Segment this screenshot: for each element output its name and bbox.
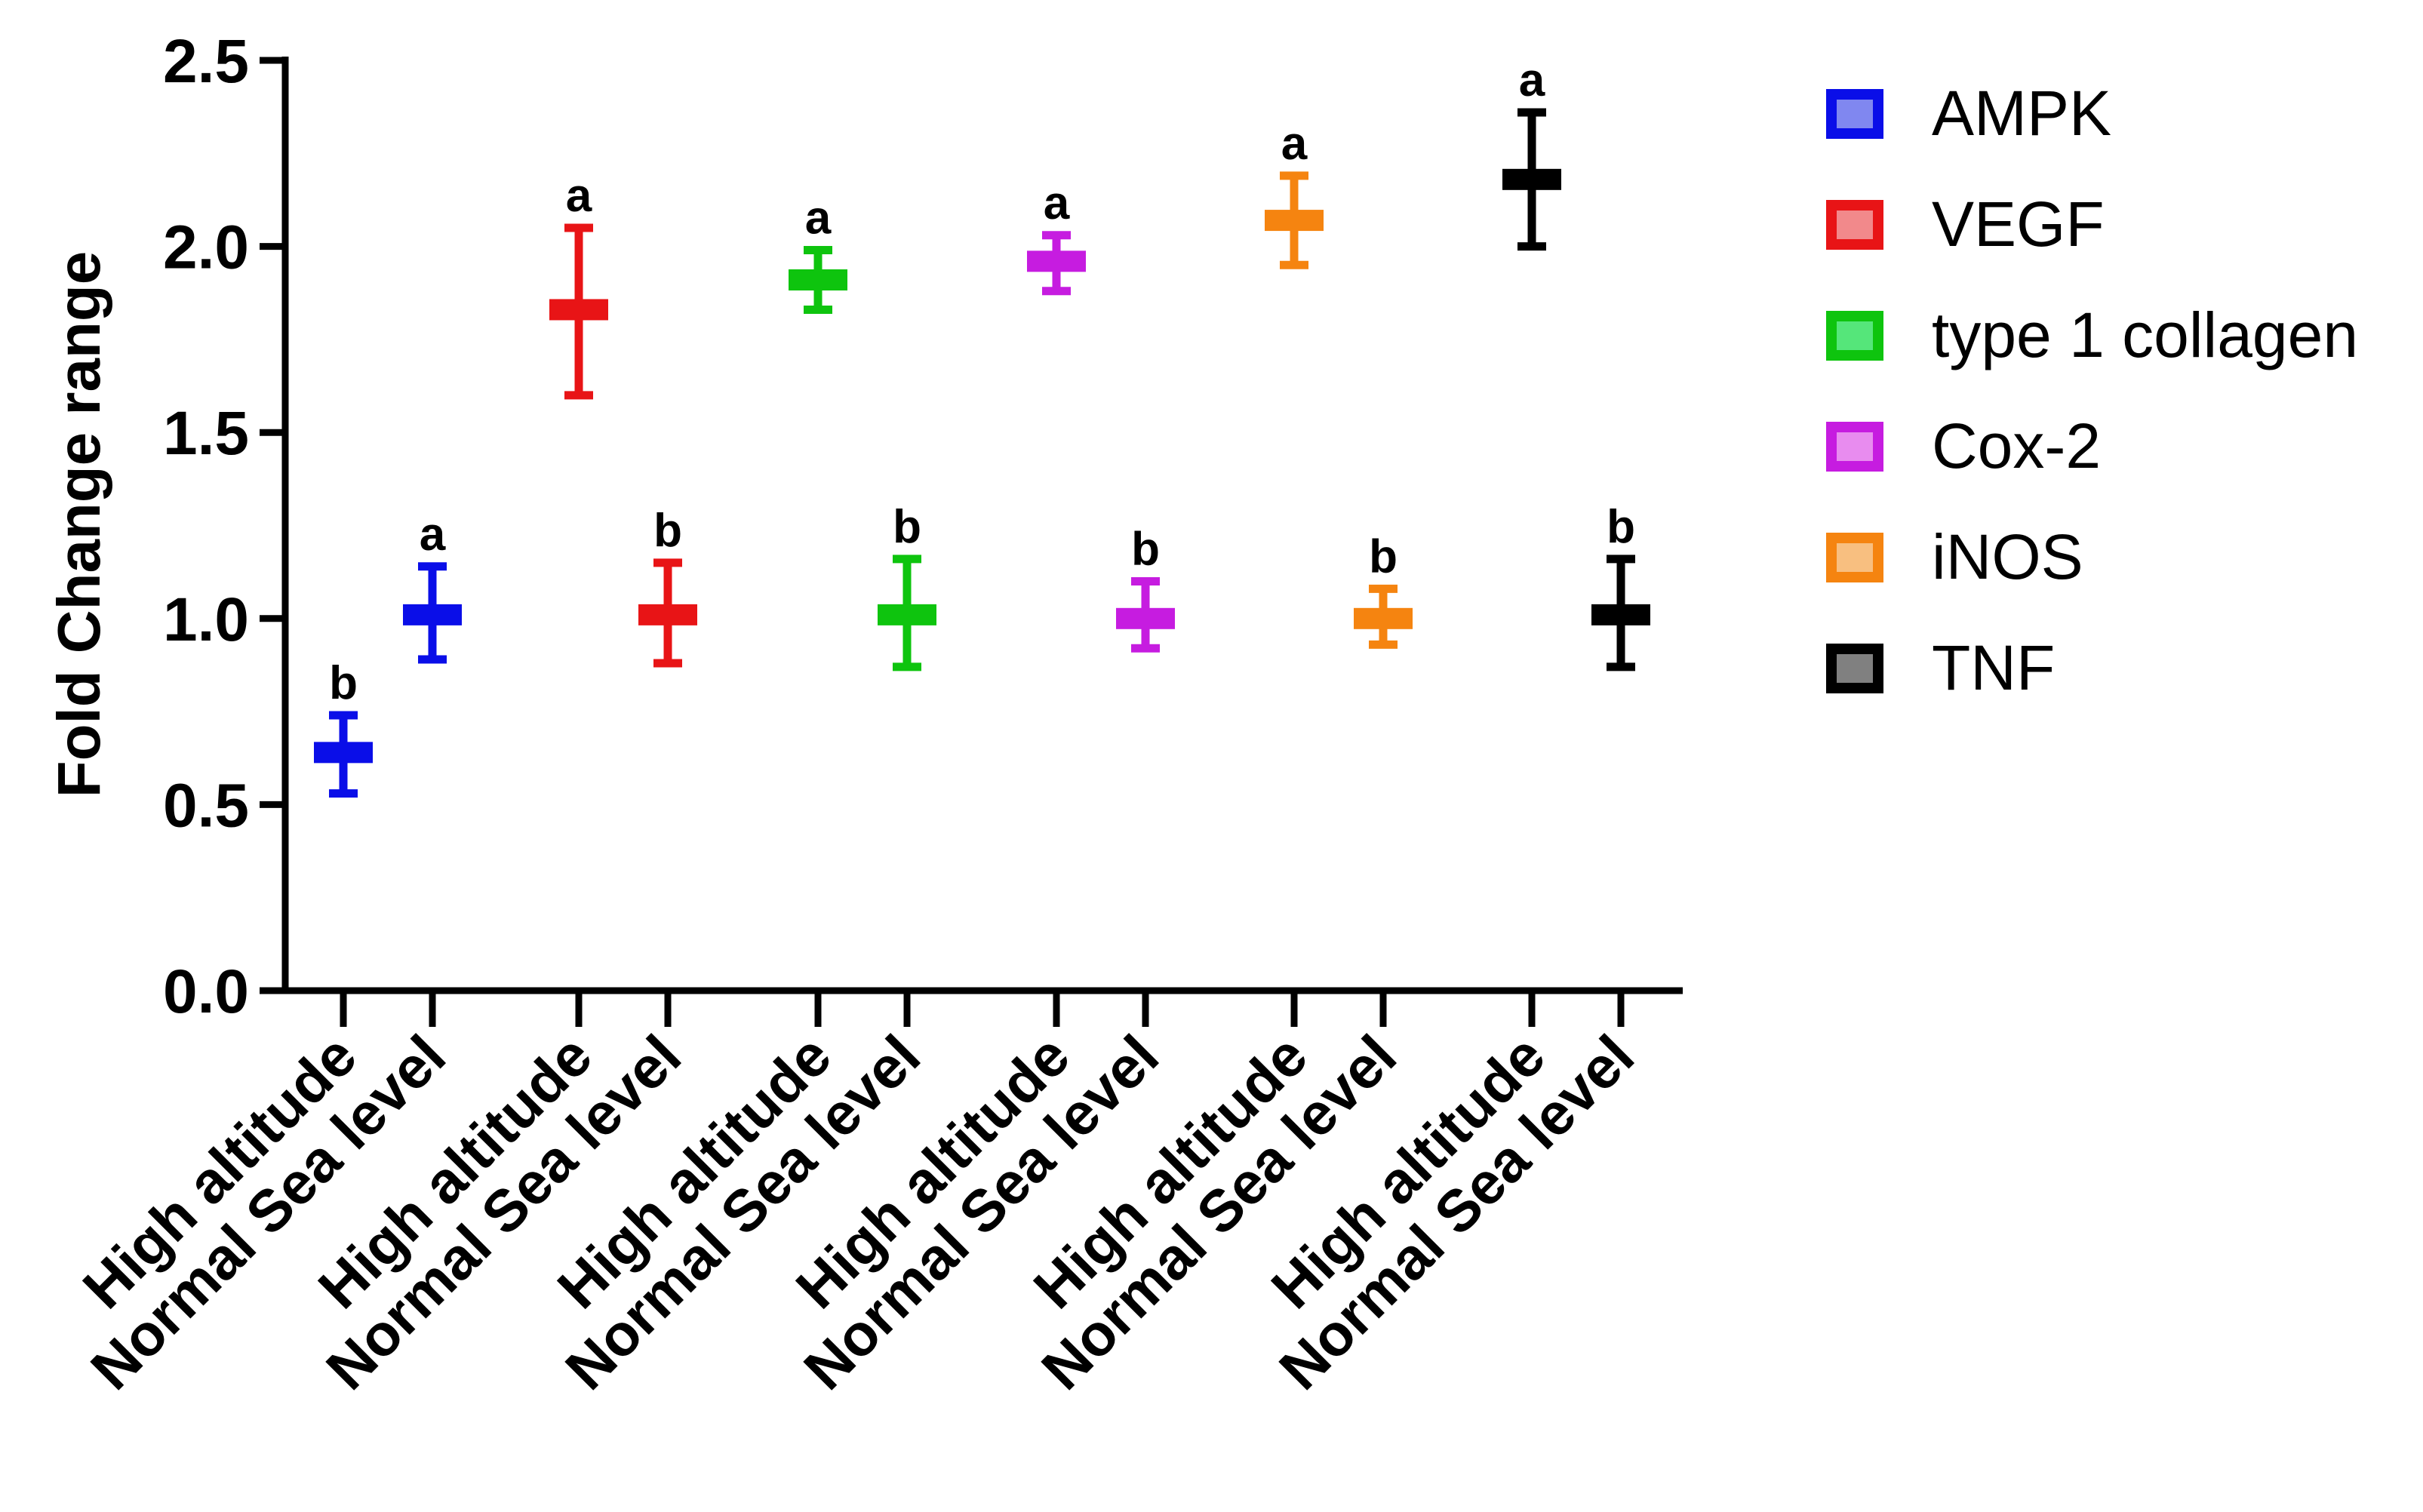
significance-letter: a <box>1281 118 1308 170</box>
legend-swatch <box>1826 89 1883 139</box>
legend-label: TNF <box>1932 632 2055 703</box>
legend-label: iNOS <box>1932 521 2083 592</box>
plot-area: b a a b a b a b a b a b <box>314 54 1650 798</box>
legend-label: Cox-2 <box>1932 410 2101 481</box>
legend-label: type 1 collagen <box>1932 300 2358 370</box>
data-point: b <box>1354 530 1413 649</box>
legend-swatch <box>1826 422 1883 472</box>
legend-label: VEGF <box>1932 189 2105 260</box>
mean-marker <box>549 299 608 321</box>
significance-letter: a <box>805 192 832 244</box>
significance-letter: b <box>1131 523 1160 575</box>
mean-marker <box>314 742 373 764</box>
mean-marker <box>1265 210 1324 232</box>
significance-letter: b <box>1607 501 1635 553</box>
mean-marker <box>1027 250 1086 272</box>
y-tick-label: 0.0 <box>163 957 249 1026</box>
legend-swatch <box>1826 200 1883 250</box>
legend-swatch <box>1826 533 1883 582</box>
significance-letter: b <box>653 505 682 557</box>
significance-letter: b <box>893 501 921 553</box>
data-point: a <box>1502 54 1561 251</box>
mean-marker <box>403 604 462 625</box>
data-point: b <box>638 505 697 668</box>
legend-item: VEGF <box>1826 189 2105 260</box>
legend-item: Cox-2 <box>1826 410 2101 481</box>
legend-item: AMPK <box>1826 78 2111 149</box>
y-axis-label: Fold Change range <box>45 251 112 798</box>
data-point: a <box>789 192 847 314</box>
mean-marker <box>1502 168 1561 190</box>
legend: AMPK VEGF type 1 collagen Cox-2 iNOS TNF <box>1826 78 2358 703</box>
legend-swatch <box>1826 644 1883 693</box>
significance-letter: a <box>1044 177 1070 229</box>
data-point: b <box>1591 501 1650 671</box>
data-point: a <box>403 509 462 664</box>
mean-marker <box>789 269 847 290</box>
y-tick-label: 0.5 <box>163 771 249 840</box>
data-point: a <box>1027 177 1086 296</box>
legend-label: AMPK <box>1932 78 2111 149</box>
significance-letter: b <box>1369 530 1398 582</box>
legend-item: type 1 collagen <box>1826 300 2358 370</box>
y-tick-label: 1.5 <box>163 399 249 468</box>
y-tick-label: 1.0 <box>163 585 249 654</box>
mean-marker <box>638 604 697 625</box>
significance-letter: b <box>329 657 358 709</box>
legend-item: iNOS <box>1826 521 2083 592</box>
data-point: a <box>1265 118 1324 269</box>
mean-marker <box>1591 604 1650 625</box>
mean-marker <box>1354 607 1413 629</box>
significance-letter: a <box>566 170 592 222</box>
data-point: b <box>314 657 373 798</box>
data-point: b <box>1116 523 1175 653</box>
mean-marker <box>878 604 936 625</box>
y-tick-label: 2.0 <box>163 214 249 282</box>
legend-item: TNF <box>1826 632 2055 703</box>
y-tick-label: 2.5 <box>163 27 249 96</box>
mean-marker <box>1116 607 1175 629</box>
data-point: a <box>549 170 608 400</box>
significance-letter: a <box>420 509 446 561</box>
data-point: b <box>878 501 936 671</box>
legend-swatch <box>1826 311 1883 361</box>
significance-letter: a <box>1519 54 1545 106</box>
